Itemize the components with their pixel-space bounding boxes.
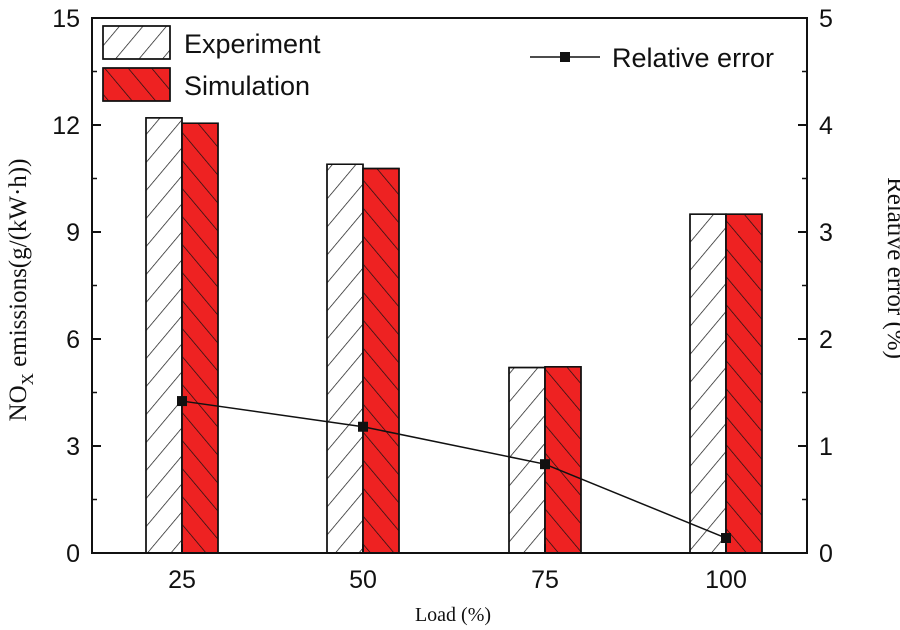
legend-swatch-simulation-hatch [102,67,171,102]
y-tick-label-3: 3 [66,433,80,461]
x-tick-label-25: 25 [168,566,196,594]
bar-hatch-simulation-100 [725,213,763,554]
x-tick-label-100: 100 [705,566,747,594]
legend-marker-relative-error [560,52,570,62]
bar-hatch-experiment-100 [689,213,727,554]
y-tick-label-12: 12 [52,112,80,140]
x-tick-label-75: 75 [531,566,559,594]
legend-label-simulation: Simulation [184,71,310,101]
y-tick-label-15: 15 [52,5,80,33]
x-tick-label-50: 50 [349,566,377,594]
y2-tick-label-4: 4 [819,112,833,140]
legend-label-experiment: Experiment [184,29,321,59]
ticks-layer [92,17,807,554]
bar-hatch-experiment-50 [326,163,364,554]
y-tick-label-9: 9 [66,219,80,247]
bar-hatch-simulation-25 [181,122,219,554]
y-axis-title: NOX emissions(g/(kW·h)) [5,159,37,422]
legend-label-relative-error: Relative error [612,43,774,73]
relative-error-line-layer [177,396,731,544]
legend: Experiment Simulation Relative error [102,25,774,102]
bar-hatch-simulation-75 [544,366,582,554]
y2-tick-label-1: 1 [819,433,833,461]
relative-error-point-100 [721,533,731,544]
y-axis-title-subscript: X [18,373,37,385]
relative-error-line [181,400,727,539]
bars-layer [145,117,763,554]
y2-tick-label-3: 3 [819,219,833,247]
y2-axis-title: Relative error (%) [882,177,900,359]
relative-error-point-75 [540,459,550,470]
y-axis-title-rest: emissions(g/(kW·h)) [5,159,32,374]
bar-hatch-experiment-25 [145,117,183,554]
y-tick-label-0: 0 [66,540,80,568]
y2-tick-label-5: 5 [819,5,833,33]
y2-tick-label-0: 0 [819,540,833,568]
y-tick-label-6: 6 [66,326,80,354]
bar-hatch-simulation-50 [362,167,400,554]
y-axis-title-main: NO [5,385,32,421]
relative-error-point-25 [177,396,187,407]
legend-swatch-experiment-hatch [102,25,171,60]
relative-error-point-50 [358,421,368,432]
y2-tick-label-2: 2 [819,326,833,354]
x-axis-title: Load (%) [415,604,491,626]
